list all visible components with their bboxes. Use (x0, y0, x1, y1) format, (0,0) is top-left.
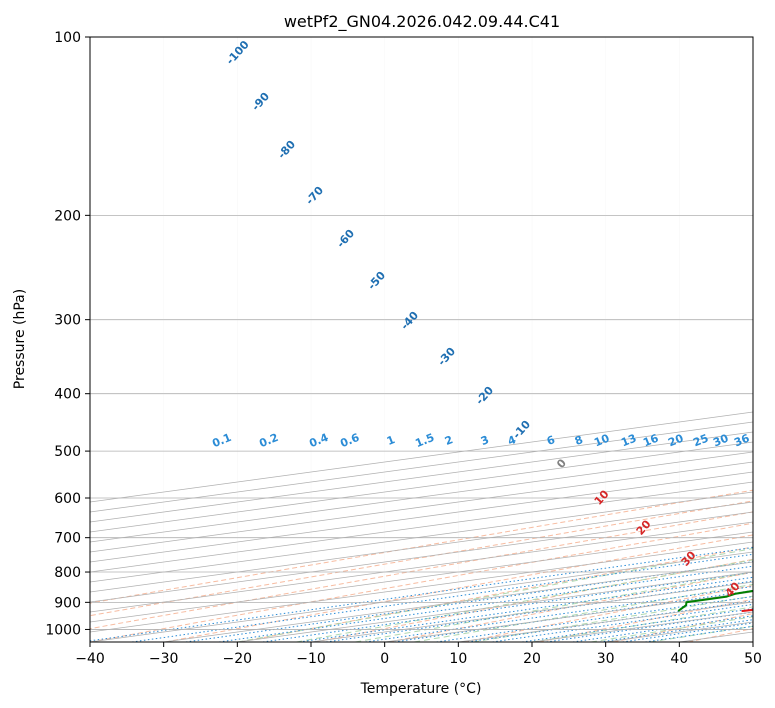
dry-adiabat (239, 546, 753, 642)
mixing-ratio-label: 6 (545, 433, 557, 448)
isotherm (90, 471, 753, 563)
y-tick-label: 200 (54, 208, 81, 224)
mixing-ratio-label: 3 (479, 433, 491, 448)
x-tick-label: −40 (75, 651, 105, 667)
mixing-ratio-label: 2 (443, 433, 455, 448)
mixing-ratio-label: 0.2 (257, 431, 280, 450)
mixing-ratio-line (90, 546, 753, 642)
x-tick-label: 0 (380, 651, 389, 667)
mixing-ratio-label: 1 (385, 433, 397, 448)
mixing-ratio-label: 30 (711, 432, 730, 450)
isotherm (90, 531, 753, 623)
axes: −40 −30 −20 −10 0 10 20 30 40 5010020030040050060… (45, 30, 762, 667)
x-axis-label: Temperature (°C) (360, 681, 482, 697)
x-tick-label: 40 (670, 651, 688, 667)
isotherm (531, 611, 753, 642)
dry-adiabat-label: 10 (592, 487, 612, 507)
mixing-ratio-line (522, 608, 753, 642)
mixing-ratio-label: 36 (732, 432, 751, 450)
dry-adiabat (314, 558, 753, 642)
mixing-ratio-label: 10 (592, 432, 611, 450)
y-tick-label: 1000 (45, 622, 81, 638)
mixing-ratio-label: 25 (691, 432, 710, 450)
mixing-ratio-label: 1.5 (413, 431, 436, 450)
moist-adiabat (531, 606, 753, 642)
plot-frame (89, 36, 754, 643)
dry-adiabat-label: -40 (398, 309, 421, 333)
x-tick-label: 10 (449, 651, 467, 667)
isotherm (90, 521, 753, 613)
y-tick-label: 100 (54, 30, 81, 46)
isotherm (90, 461, 753, 553)
x-tick-label: 30 (597, 651, 615, 667)
y-tick-label: 600 (54, 491, 81, 507)
temperature-profile (741, 608, 753, 613)
mixing-ratio-label: 0.6 (338, 431, 361, 450)
x-tick-label: 50 (744, 651, 762, 667)
isotherm (310, 581, 753, 642)
isotherm (384, 591, 753, 642)
isotherm (752, 641, 753, 642)
moist-adiabat (649, 625, 753, 642)
dry-adiabat-label: -80 (275, 138, 298, 162)
dry-adiabat-label: -90 (249, 90, 272, 114)
isotherm (90, 511, 753, 603)
mixing-ratio-label: 0.1 (210, 431, 233, 450)
y-tick-label: 900 (54, 595, 81, 611)
isotherm (90, 481, 753, 573)
isotherm (90, 551, 753, 642)
dry-adiabat (763, 37, 775, 642)
y-tick-label: 400 (54, 387, 81, 403)
isotherm (90, 451, 753, 543)
mixing-ratio-label: 8 (573, 433, 585, 448)
mixing-ratio-label: 20 (666, 432, 685, 450)
chart-title: wetPf2_GN04.2026.042.09.44.C41 (284, 12, 560, 32)
isotherm (90, 501, 753, 593)
moist-adiabat (355, 571, 753, 642)
mixing-ratio-line (492, 603, 753, 642)
dry-adiabat-label: -20 (473, 384, 496, 408)
y-tick-label: 800 (54, 565, 81, 581)
x-tick-label: 20 (523, 651, 541, 667)
y-tick-label: 300 (54, 313, 81, 329)
dry-adiabat-label: -30 (435, 345, 458, 369)
dry-adiabat-label: -70 (303, 184, 326, 208)
background-reference-lines (90, 37, 775, 642)
moist-adiabat (237, 548, 753, 642)
mixing-ratio-label: 16 (641, 432, 660, 450)
mixing-ratio-label: 13 (619, 432, 638, 450)
y-tick-label: 700 (54, 531, 81, 547)
x-tick-label: −20 (223, 651, 253, 667)
y-tick-label: 500 (54, 444, 81, 460)
dewpoint-profile (677, 589, 753, 612)
dry-adiabat (389, 571, 753, 642)
isotherm (679, 631, 753, 642)
dry-adiabat (464, 585, 753, 642)
y-axis-label: Pressure (hPa) (12, 289, 28, 389)
profile-lines (677, 589, 753, 613)
mixing-ratio-line (131, 553, 753, 642)
dry-adiabat-label: -60 (334, 227, 357, 251)
mixing-ratio-line (299, 576, 753, 642)
x-tick-label: −30 (149, 651, 179, 667)
mixing-ratio-line (436, 596, 753, 642)
dry-adiabat-label: -100 (224, 38, 252, 67)
dry-adiabat (613, 613, 753, 642)
dry-adiabat (90, 522, 753, 642)
x-tick-label: −10 (296, 651, 326, 667)
isotherm (90, 491, 753, 583)
